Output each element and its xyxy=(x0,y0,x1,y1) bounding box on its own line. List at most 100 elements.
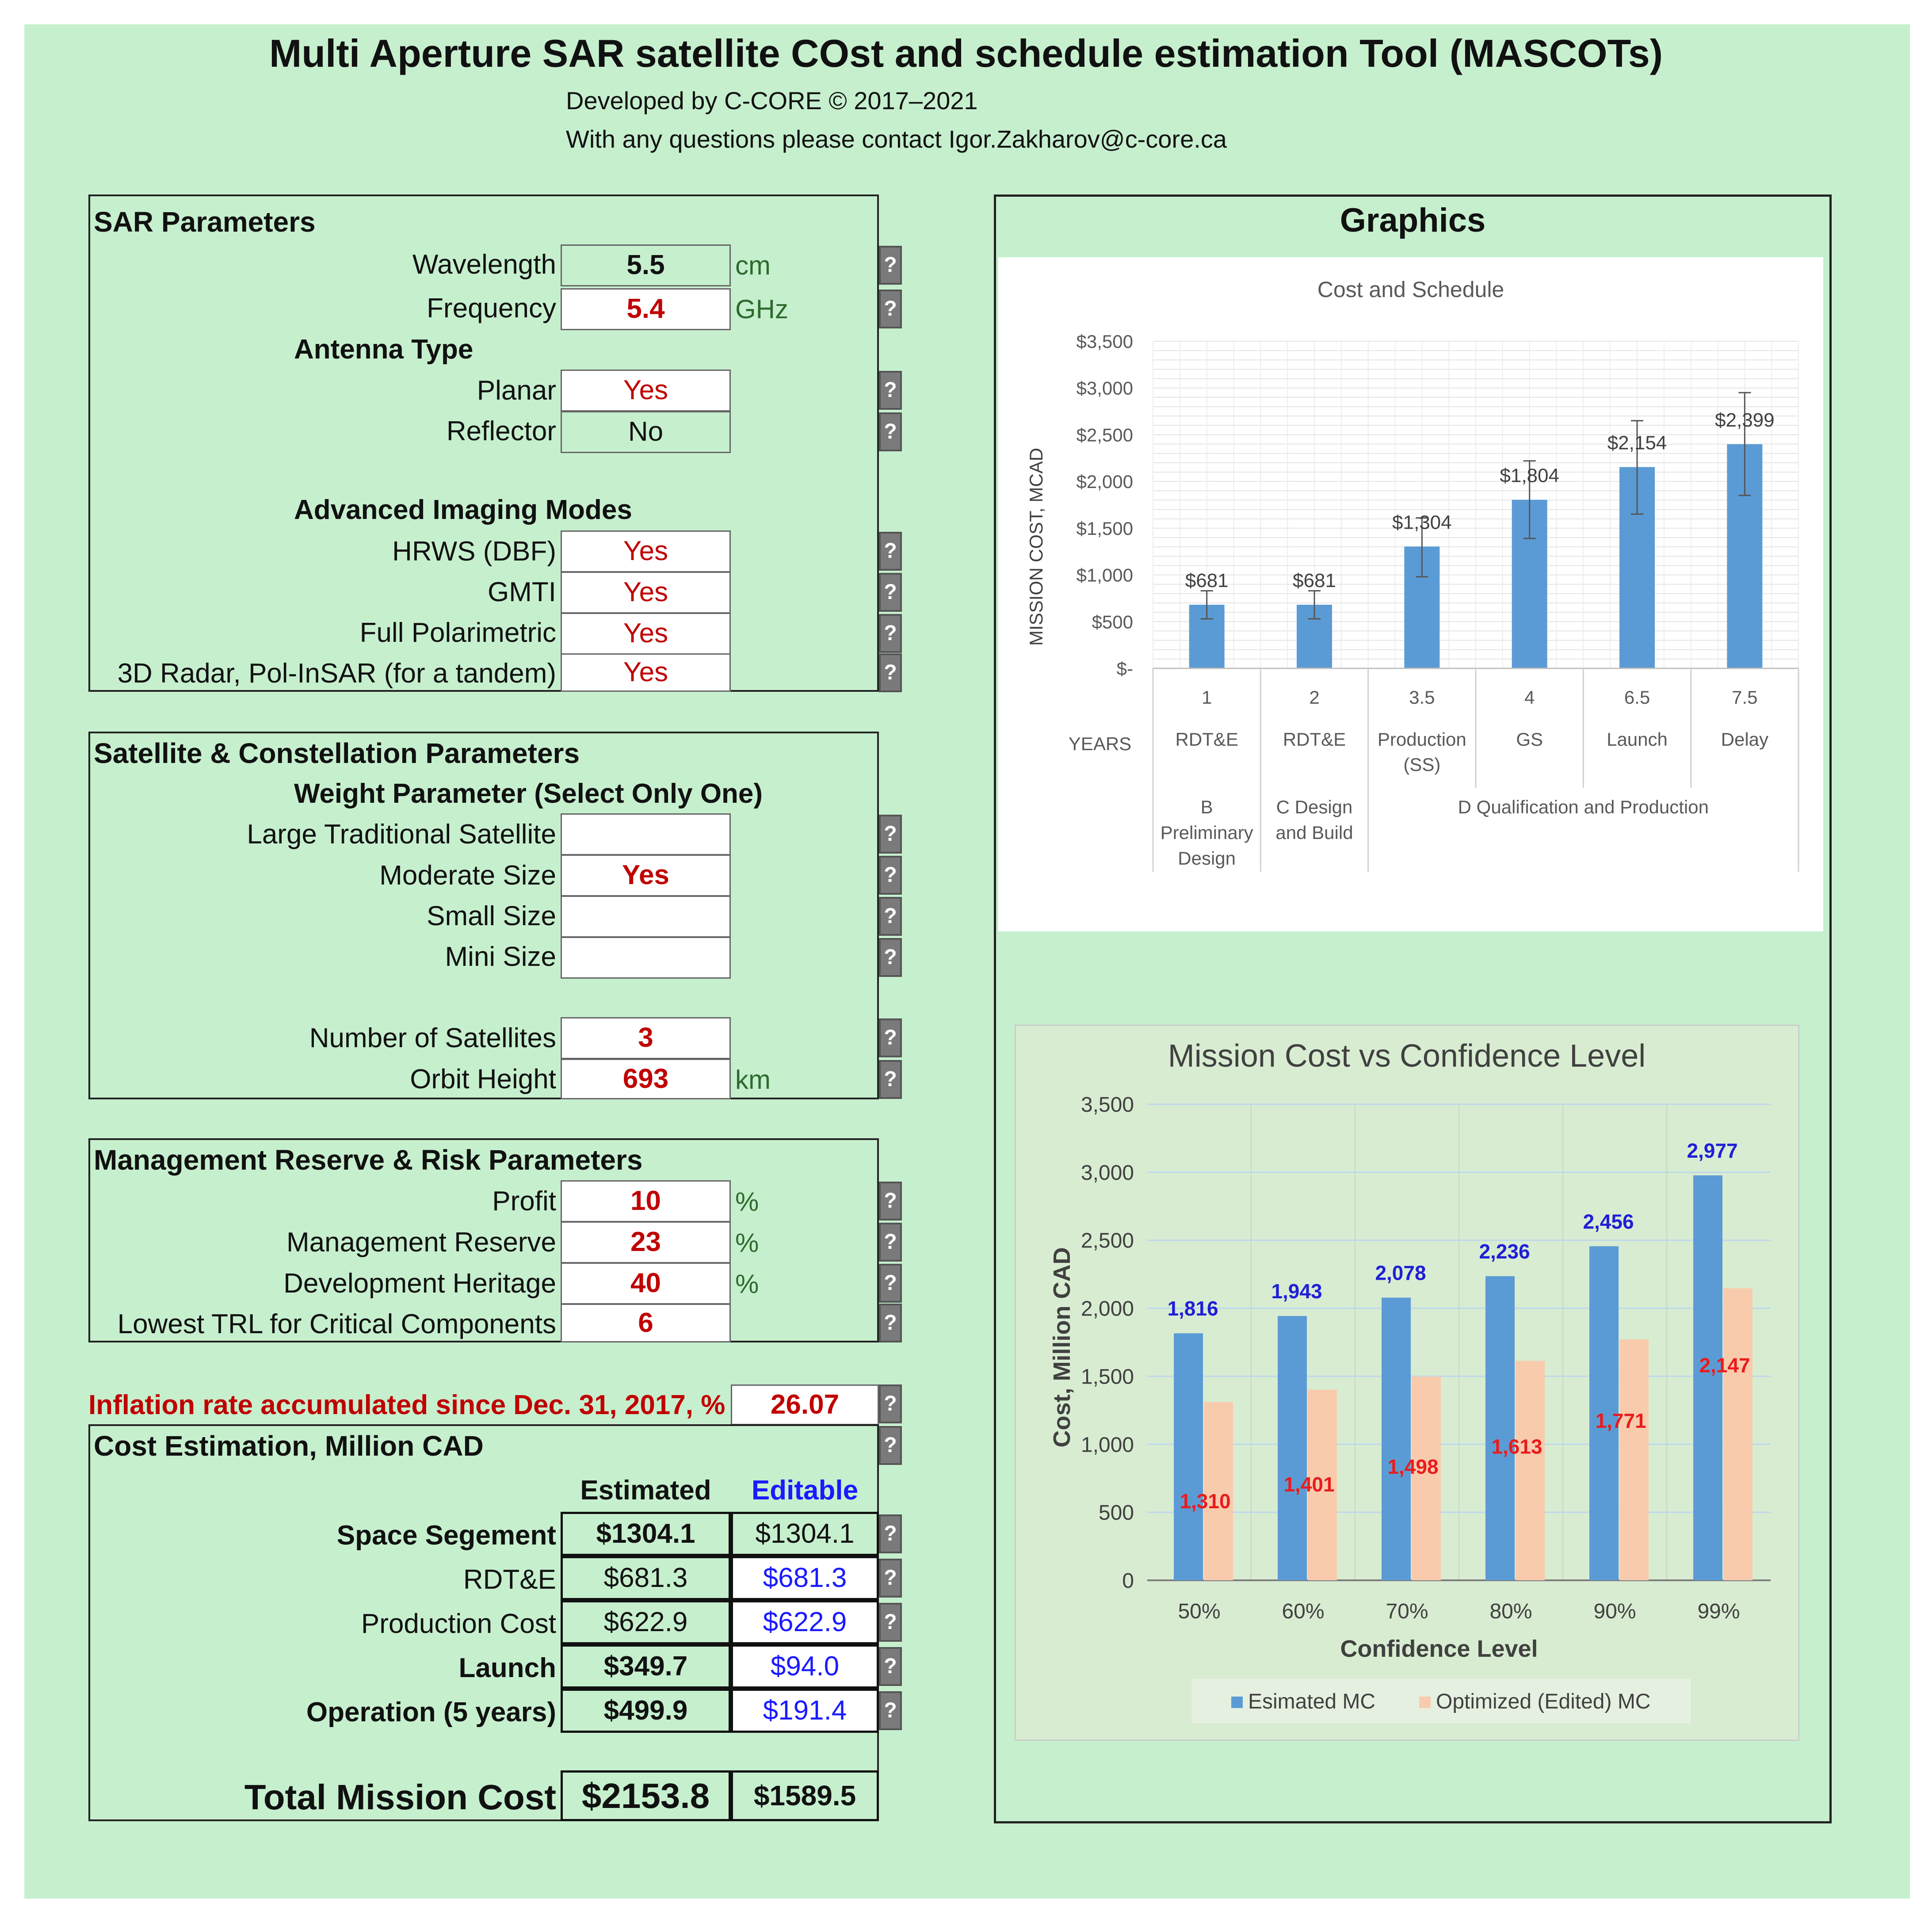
satellite-parameters-panel xyxy=(88,732,879,1099)
page-title: Multi Aperture SAR satellite COst and sc… xyxy=(269,31,1663,75)
chart1-y-tick-label: $2,500 xyxy=(1077,424,1133,445)
management-reserve-field[interactable]: 23 xyxy=(561,1221,731,1263)
mission-cost-confidence-chart: Mission Cost vs Confidence Level Cost, M… xyxy=(1015,1025,1799,1741)
help-radar3d-button[interactable]: ? xyxy=(879,653,902,692)
frequency-field[interactable]: 5.4 xyxy=(561,288,731,330)
help-lowest-trl-button[interactable]: ? xyxy=(879,1304,902,1342)
management-reserve-panel xyxy=(88,1138,879,1342)
help-rdte-button[interactable]: ? xyxy=(879,1559,902,1598)
chart2-label-optimized: 1,613 xyxy=(1491,1435,1542,1458)
profit-field[interactable]: 10 xyxy=(561,1180,731,1222)
production-cost-editable-field[interactable]: $622.9 xyxy=(731,1600,879,1644)
satellite-panel-title: Satellite & Constellation Parameters xyxy=(94,737,580,769)
chart1-y-tick-label: $2,000 xyxy=(1077,471,1133,492)
moderate-size-field[interactable]: Yes xyxy=(561,854,731,896)
operation-label: Operation (5 years) xyxy=(306,1697,556,1728)
chart1-data-label: $1,804 xyxy=(1500,465,1559,487)
help-full-polarimetric-button[interactable]: ? xyxy=(879,614,902,653)
mini-size-field[interactable] xyxy=(561,937,731,979)
reflector-label: Reflector xyxy=(446,416,556,446)
chart1-stage-label: C Design xyxy=(1276,797,1353,817)
help-launch-button[interactable]: ? xyxy=(879,1647,902,1686)
radar3d-label: 3D Radar, Pol-InSAR (for a tandem) xyxy=(117,658,556,689)
help-frequency-button[interactable]: ? xyxy=(879,290,902,328)
help-moderate-size-button[interactable]: ? xyxy=(879,856,902,895)
chart2-label-estimated: 2,456 xyxy=(1583,1210,1634,1233)
legend-label-optimized: Optimized (Edited) MC xyxy=(1436,1690,1650,1713)
editable-column-header: Editable xyxy=(751,1475,859,1506)
chart2-x-tick-label: 99% xyxy=(1697,1600,1740,1623)
help-orbit-height-button[interactable]: ? xyxy=(879,1060,902,1099)
chart1-x-tick-label: 3.5 xyxy=(1409,687,1435,708)
help-wavelength-button[interactable]: ? xyxy=(879,246,902,285)
small-size-field[interactable] xyxy=(561,896,731,938)
help-development-heritage-button[interactable]: ? xyxy=(879,1264,902,1303)
chart1-y-tick-label: $1,500 xyxy=(1077,518,1133,539)
help-cost-button[interactable]: ? xyxy=(879,1426,902,1465)
chart2-bar-optimized xyxy=(1516,1361,1545,1580)
chart2-x-tick-label: 60% xyxy=(1282,1600,1324,1623)
chart2-label-estimated: 2,078 xyxy=(1375,1262,1426,1285)
chart1-data-label: $2,399 xyxy=(1715,409,1775,431)
launch-estimated: $349.7 xyxy=(561,1644,731,1689)
hrws-field[interactable]: Yes xyxy=(561,530,731,572)
chart1-stage-label: B xyxy=(1201,797,1213,817)
help-planar-button[interactable]: ? xyxy=(879,371,902,410)
chart1-phase-label: Launch xyxy=(1607,729,1668,750)
chart1-y-tick-label: $500 xyxy=(1092,611,1133,632)
help-operation-button[interactable]: ? xyxy=(879,1691,902,1730)
gmti-field[interactable]: Yes xyxy=(561,572,731,614)
development-heritage-field[interactable]: 40 xyxy=(561,1262,731,1304)
lowest-trl-label: Lowest TRL for Critical Components xyxy=(117,1309,556,1339)
chart2-y-axis-title: Cost, Million CAD xyxy=(1049,1247,1075,1448)
chart1-y-axis-title: MISSION COST, MCAD xyxy=(1026,448,1046,646)
radar3d-field[interactable]: Yes xyxy=(561,653,731,692)
launch-editable-field[interactable]: $94.0 xyxy=(731,1644,879,1689)
chart1-phase-label: RDT&E xyxy=(1283,729,1346,750)
chart2-y-tick-label: 500 xyxy=(1099,1501,1134,1525)
chart1-x-tick-label: 2 xyxy=(1309,687,1319,708)
small-size-label: Small Size xyxy=(427,901,556,931)
number-of-satellites-field[interactable]: 3 xyxy=(561,1017,731,1059)
development-heritage-label: Development Heritage xyxy=(283,1268,556,1299)
space-segment-estimated: $1304.1 xyxy=(561,1512,731,1556)
large-satellite-field[interactable] xyxy=(561,813,731,855)
chart1-stage-label: Design xyxy=(1178,848,1236,869)
management-reserve-unit: % xyxy=(735,1228,759,1258)
help-profit-button[interactable]: ? xyxy=(879,1182,902,1220)
help-large-satellite-button[interactable]: ? xyxy=(879,815,902,854)
help-space-segment-button[interactable]: ? xyxy=(879,1514,902,1553)
help-number-of-satellites-button[interactable]: ? xyxy=(879,1018,902,1057)
help-small-size-button[interactable]: ? xyxy=(879,897,902,936)
planar-field[interactable]: Yes xyxy=(561,370,731,412)
legend-swatch-optimized xyxy=(1419,1697,1431,1708)
chart1-y-tick-label: $1,000 xyxy=(1077,565,1133,586)
help-inflation-button[interactable]: ? xyxy=(879,1384,902,1423)
planar-label: Planar xyxy=(477,375,556,406)
help-hrws-button[interactable]: ? xyxy=(879,532,902,571)
operation-editable-field[interactable]: $191.4 xyxy=(731,1689,879,1733)
chart1-phase-label: RDT&E xyxy=(1175,729,1238,750)
chart2-x-tick-label: 50% xyxy=(1178,1600,1220,1623)
help-reflector-button[interactable]: ? xyxy=(879,412,902,451)
help-gmti-button[interactable]: ? xyxy=(879,573,902,612)
chart1-phase-label: Production xyxy=(1378,729,1466,750)
help-mini-size-button[interactable]: ? xyxy=(879,938,902,977)
help-management-reserve-button[interactable]: ? xyxy=(879,1223,902,1262)
chart2-y-tick-label: 2,000 xyxy=(1081,1297,1134,1321)
advanced-modes-heading: Advanced Imaging Modes xyxy=(294,495,632,525)
cost-schedule-chart: Cost and Schedule MISSION COST, MCAD $3,… xyxy=(998,257,1823,931)
full-polarimetric-field[interactable]: Yes xyxy=(561,613,731,655)
launch-label: Launch xyxy=(458,1653,556,1683)
lowest-trl-field[interactable]: 6 xyxy=(561,1304,731,1342)
inflation-field[interactable]: 26.07 xyxy=(731,1384,879,1425)
chart1-y-tick-label: $3,000 xyxy=(1077,378,1133,399)
wavelength-field[interactable]: 5.5 xyxy=(561,244,731,286)
rdte-editable-field[interactable]: $681.3 xyxy=(731,1556,879,1600)
chart1-stage-label: Preliminary xyxy=(1161,822,1253,843)
help-production-cost-button[interactable]: ? xyxy=(879,1603,902,1642)
frequency-unit: GHz xyxy=(735,294,788,324)
reflector-field[interactable]: No xyxy=(561,411,731,453)
orbit-height-field[interactable]: 693 xyxy=(561,1059,731,1099)
sar-panel-title: SAR Parameters xyxy=(94,206,316,238)
